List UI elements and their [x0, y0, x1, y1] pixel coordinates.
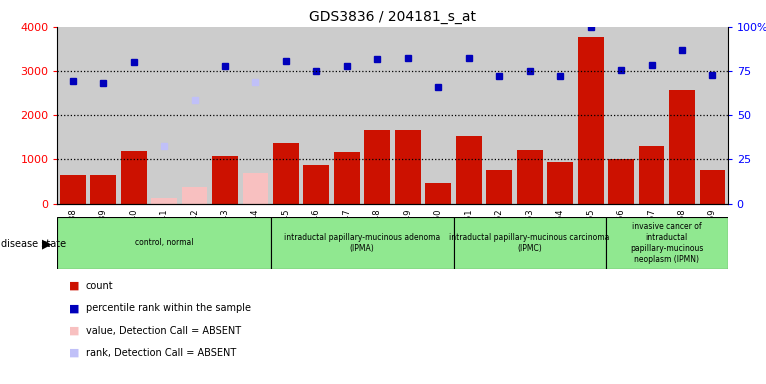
- Text: ■: ■: [69, 303, 80, 313]
- Bar: [639, 146, 664, 204]
- Bar: [456, 136, 482, 204]
- Text: intraductal papillary-mucinous adenoma
(IPMA): intraductal papillary-mucinous adenoma (…: [284, 233, 440, 253]
- Bar: [453, 217, 606, 269]
- Text: disease state: disease state: [1, 239, 66, 249]
- Bar: [669, 91, 695, 204]
- Bar: [578, 36, 604, 204]
- Bar: [517, 150, 542, 204]
- Text: ■: ■: [69, 326, 80, 336]
- Bar: [606, 217, 728, 269]
- Bar: [637, 27, 666, 204]
- Bar: [606, 27, 637, 204]
- Bar: [241, 27, 270, 204]
- Bar: [270, 217, 453, 269]
- Bar: [697, 27, 728, 204]
- Text: intraductal papillary-mucinous carcinoma
(IPMC): intraductal papillary-mucinous carcinoma…: [450, 233, 610, 253]
- Bar: [362, 27, 392, 204]
- Bar: [60, 175, 86, 204]
- Bar: [212, 156, 238, 204]
- Bar: [273, 142, 299, 204]
- Bar: [547, 162, 573, 204]
- Text: ▶: ▶: [42, 237, 52, 250]
- Text: invasive cancer of
intraductal
papillary-mucinous
neoplasm (IPMN): invasive cancer of intraductal papillary…: [630, 222, 703, 264]
- Bar: [392, 27, 423, 204]
- Bar: [332, 27, 362, 204]
- Text: percentile rank within the sample: percentile rank within the sample: [86, 303, 250, 313]
- Bar: [423, 27, 453, 204]
- Bar: [149, 27, 179, 204]
- Bar: [270, 27, 301, 204]
- Bar: [57, 27, 88, 204]
- Bar: [515, 27, 545, 204]
- Bar: [151, 198, 177, 204]
- Text: rank, Detection Call = ABSENT: rank, Detection Call = ABSENT: [86, 348, 236, 358]
- Bar: [121, 151, 146, 204]
- Bar: [301, 27, 332, 204]
- Bar: [425, 183, 451, 204]
- Bar: [575, 27, 606, 204]
- Bar: [699, 170, 725, 204]
- Bar: [210, 27, 241, 204]
- Bar: [57, 217, 270, 269]
- Title: GDS3836 / 204181_s_at: GDS3836 / 204181_s_at: [309, 10, 476, 25]
- Bar: [119, 27, 149, 204]
- Text: count: count: [86, 281, 113, 291]
- Bar: [365, 130, 391, 204]
- Text: ■: ■: [69, 281, 80, 291]
- Bar: [545, 27, 575, 204]
- Bar: [182, 187, 208, 204]
- Bar: [666, 27, 697, 204]
- Bar: [179, 27, 210, 204]
- Bar: [486, 170, 512, 204]
- Bar: [484, 27, 515, 204]
- Text: ■: ■: [69, 348, 80, 358]
- Bar: [303, 165, 329, 204]
- Bar: [608, 159, 634, 204]
- Bar: [453, 27, 484, 204]
- Text: control, normal: control, normal: [135, 238, 193, 247]
- Bar: [90, 175, 116, 204]
- Bar: [334, 152, 360, 204]
- Bar: [88, 27, 119, 204]
- Bar: [243, 174, 268, 204]
- Text: value, Detection Call = ABSENT: value, Detection Call = ABSENT: [86, 326, 241, 336]
- Bar: [394, 130, 421, 204]
